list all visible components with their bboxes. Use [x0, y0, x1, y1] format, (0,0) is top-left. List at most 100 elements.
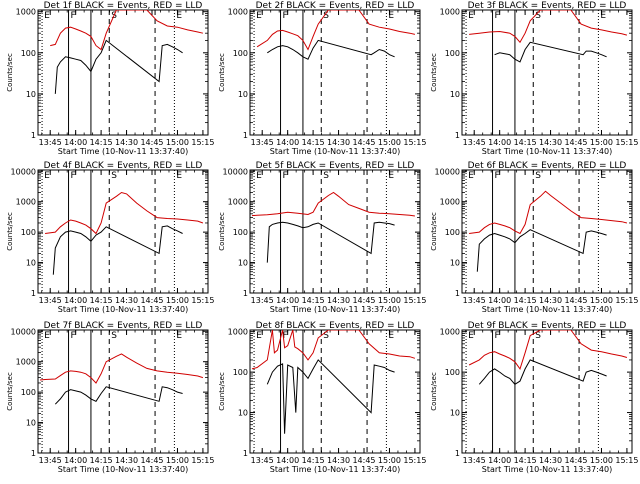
- marker-label: F: [495, 331, 500, 341]
- y-tick-label: 1000: [16, 198, 36, 207]
- marker-label: E: [44, 331, 50, 341]
- x-tick-label: 14:30: [539, 138, 562, 147]
- x-tick-label: 14:15: [302, 456, 325, 465]
- y-tick-label: 1000: [228, 328, 248, 337]
- x-tick-label: 15:00: [166, 456, 189, 465]
- x-tick-label: 14:00: [276, 296, 299, 305]
- series-events-line: [266, 221, 395, 263]
- y-tick-label: 100: [233, 49, 248, 58]
- y-tick-label: 10: [26, 90, 36, 99]
- x-tick-label: 14:30: [327, 456, 350, 465]
- x-tick-label: 14:15: [514, 138, 537, 147]
- y-axis-label: Counts/sec: [6, 212, 14, 251]
- x-tick-label: 15:15: [403, 138, 426, 147]
- x-tick-label: 14:15: [302, 138, 325, 147]
- y-tick-label: 1: [455, 449, 460, 458]
- y-tick-label: 10000: [11, 327, 36, 336]
- marker-label: E: [600, 11, 606, 21]
- x-tick-label: 14:30: [539, 296, 562, 305]
- x-tick-label: 13:45: [251, 296, 274, 305]
- y-tick-label: 10: [26, 419, 36, 428]
- plot-frame: [249, 329, 421, 454]
- y-tick-label: 100: [233, 228, 248, 237]
- x-tick-label: 15:00: [590, 296, 613, 305]
- y-tick-label: 1: [243, 289, 248, 298]
- y-axis-label: Counts/sec: [430, 372, 438, 411]
- y-tick-label: 10000: [11, 167, 36, 176]
- panel-8: Det 8f BLACK = Events, RED = LLD 1 10 100 10…: [218, 321, 426, 474]
- y-tick-label: 1: [31, 449, 36, 458]
- marker-label: E: [176, 171, 182, 181]
- marker-label: E: [468, 171, 474, 181]
- x-tick-label: 14:00: [276, 456, 299, 465]
- marker-label: E: [600, 171, 606, 181]
- y-tick-label: 1000: [228, 8, 248, 17]
- x-tick-label: 15:15: [191, 296, 214, 305]
- marker-label: E: [256, 331, 262, 341]
- y-tick-label: 10: [238, 259, 248, 268]
- x-tick-label: 13:45: [39, 296, 62, 305]
- series-events-line: [267, 39, 395, 60]
- marker-label: E: [176, 331, 182, 341]
- marker-label: E: [600, 331, 606, 341]
- marker-label: S: [535, 171, 541, 181]
- y-tick-label: 1000: [16, 8, 36, 17]
- x-tick-label: 14:45: [564, 296, 587, 305]
- series-lld-line: [45, 191, 204, 235]
- y-tick-label: 10: [238, 90, 248, 99]
- x-axis-label: Start Time (10-Nov-11 13:37:40): [482, 305, 612, 314]
- panel-title: Det 2f BLACK = Events, RED = LLD: [256, 1, 415, 11]
- x-tick-label: 14:15: [302, 296, 325, 305]
- series-lld-line: [251, 191, 415, 217]
- x-tick-label: 15:15: [191, 456, 214, 465]
- panel-title: Det 7f BLACK = Events, RED = LLD: [44, 321, 203, 331]
- x-tick-label: 14:00: [488, 138, 511, 147]
- marker-label: F: [283, 331, 288, 341]
- series-lld-line: [468, 330, 628, 371]
- x-tick-label: 15:15: [615, 456, 638, 465]
- panel-6: Det 6f BLACK = Events, RED = LLD 1 10 100 10…: [430, 161, 638, 314]
- y-tick-label: 100: [21, 228, 36, 237]
- marker-label: E: [176, 11, 182, 21]
- marker-label: E: [44, 11, 50, 21]
- series-lld-line: [469, 190, 628, 235]
- x-tick-label: 13:45: [463, 296, 486, 305]
- panel-title: Det 9f BLACK = Events, RED = LLD: [468, 321, 627, 331]
- x-tick-label: 15:00: [378, 456, 401, 465]
- panel-title: Det 8f BLACK = Events, RED = LLD: [256, 321, 415, 331]
- series-events-line: [54, 39, 183, 94]
- x-tick-label: 14:15: [514, 456, 537, 465]
- y-tick-label: 10: [450, 90, 460, 99]
- marker-label: S: [323, 331, 329, 341]
- x-tick-label: 14:15: [514, 296, 537, 305]
- marker-label: S: [323, 11, 329, 21]
- x-tick-label: 13:45: [463, 138, 486, 147]
- marker-label: S: [323, 171, 329, 181]
- x-tick-label: 14:45: [352, 138, 375, 147]
- x-tick-label: 15:00: [166, 138, 189, 147]
- x-tick-label: 13:45: [251, 138, 274, 147]
- marker-label: F: [71, 171, 76, 181]
- marker-label: F: [71, 11, 76, 21]
- x-tick-label: 15:15: [191, 138, 214, 147]
- x-axis-label: Start Time (10-Nov-11 13:37:40): [270, 305, 400, 314]
- x-tick-label: 14:00: [488, 456, 511, 465]
- plot-frame: [37, 329, 209, 454]
- marker-label: E: [388, 171, 394, 181]
- x-tick-label: 14:45: [352, 296, 375, 305]
- series-events-line: [266, 359, 395, 434]
- x-tick-label: 15:00: [166, 296, 189, 305]
- y-tick-label: 10: [450, 409, 460, 418]
- panel-title: Det 5f BLACK = Events, RED = LLD: [256, 161, 415, 171]
- panel-title: Det 1f BLACK = Events, RED = LLD: [44, 1, 203, 11]
- plot-frame: [249, 169, 421, 294]
- plot-frame: [461, 329, 633, 454]
- y-tick-label: 100: [21, 49, 36, 58]
- y-tick-label: 1000: [440, 328, 460, 337]
- y-tick-label: 10000: [223, 167, 248, 176]
- series-lld-line: [251, 330, 416, 370]
- plot-frame: [37, 169, 209, 294]
- panel-title: Det 3f BLACK = Events, RED = LLD: [468, 1, 627, 11]
